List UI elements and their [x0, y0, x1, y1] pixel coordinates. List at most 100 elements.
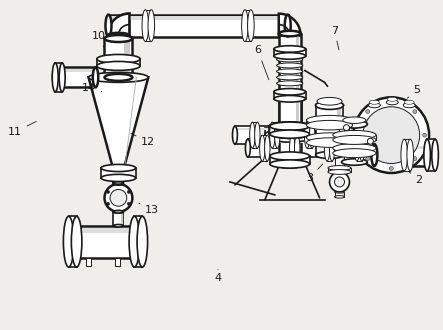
- Ellipse shape: [371, 144, 377, 166]
- Bar: [121, 198, 123, 212]
- Bar: [121, 173, 123, 183]
- Bar: [342, 148, 344, 172]
- Ellipse shape: [334, 171, 345, 173]
- Ellipse shape: [105, 74, 132, 81]
- Circle shape: [366, 110, 370, 114]
- Circle shape: [330, 172, 350, 192]
- Ellipse shape: [333, 135, 376, 145]
- Bar: [334, 148, 345, 172]
- Ellipse shape: [274, 53, 306, 59]
- Ellipse shape: [334, 196, 345, 198]
- Ellipse shape: [137, 216, 148, 267]
- Ellipse shape: [241, 10, 248, 42]
- Polygon shape: [89, 77, 148, 170]
- Ellipse shape: [248, 10, 254, 42]
- Circle shape: [127, 202, 130, 205]
- Bar: [315, 105, 343, 155]
- Bar: [108, 36, 129, 65]
- Bar: [109, 15, 288, 37]
- Bar: [124, 36, 128, 65]
- Circle shape: [367, 138, 373, 144]
- Text: 11: 11: [8, 121, 36, 137]
- Circle shape: [389, 166, 393, 170]
- Ellipse shape: [276, 81, 303, 86]
- Bar: [113, 198, 124, 212]
- Bar: [270, 126, 310, 134]
- Bar: [109, 16, 288, 19]
- Circle shape: [107, 190, 110, 193]
- Ellipse shape: [354, 135, 360, 161]
- Text: 14: 14: [82, 83, 102, 93]
- Text: 12: 12: [131, 133, 155, 147]
- Bar: [342, 122, 347, 148]
- Polygon shape: [279, 14, 301, 36]
- Ellipse shape: [334, 191, 345, 193]
- Text: 3: 3: [306, 164, 323, 183]
- Ellipse shape: [377, 126, 382, 144]
- Ellipse shape: [101, 174, 136, 182]
- Bar: [113, 173, 124, 183]
- Ellipse shape: [276, 75, 303, 80]
- Ellipse shape: [270, 152, 310, 160]
- Ellipse shape: [328, 170, 351, 174]
- Ellipse shape: [274, 95, 306, 102]
- Bar: [101, 168, 136, 178]
- Bar: [55, 63, 62, 92]
- Ellipse shape: [113, 197, 124, 199]
- Bar: [279, 135, 301, 165]
- Circle shape: [413, 157, 417, 161]
- Ellipse shape: [279, 162, 301, 168]
- Text: 7: 7: [331, 25, 339, 50]
- Ellipse shape: [304, 122, 310, 148]
- Ellipse shape: [334, 147, 345, 149]
- Ellipse shape: [290, 135, 295, 161]
- Text: 5: 5: [407, 85, 421, 98]
- Ellipse shape: [53, 67, 58, 87]
- Ellipse shape: [269, 130, 311, 138]
- Ellipse shape: [108, 63, 129, 68]
- Ellipse shape: [250, 122, 255, 148]
- Ellipse shape: [359, 135, 365, 161]
- Ellipse shape: [386, 100, 398, 105]
- Ellipse shape: [113, 182, 124, 184]
- Circle shape: [105, 184, 132, 212]
- Bar: [265, 128, 315, 142]
- Bar: [337, 105, 342, 155]
- Bar: [274, 92, 306, 99]
- Ellipse shape: [404, 100, 414, 104]
- Ellipse shape: [307, 133, 353, 143]
- Circle shape: [363, 107, 420, 163]
- Circle shape: [366, 157, 370, 161]
- Bar: [328, 168, 351, 172]
- Ellipse shape: [407, 139, 413, 171]
- Bar: [333, 148, 376, 153]
- Ellipse shape: [333, 149, 376, 158]
- Bar: [374, 146, 434, 149]
- Bar: [121, 183, 123, 184]
- Ellipse shape: [108, 33, 129, 38]
- Ellipse shape: [279, 132, 301, 138]
- Ellipse shape: [270, 122, 275, 148]
- Ellipse shape: [339, 122, 345, 148]
- Ellipse shape: [275, 122, 280, 148]
- Bar: [292, 135, 297, 161]
- Ellipse shape: [245, 139, 250, 157]
- Bar: [70, 226, 140, 258]
- Ellipse shape: [315, 101, 343, 110]
- Ellipse shape: [279, 92, 301, 98]
- Ellipse shape: [269, 122, 311, 130]
- Text: 2: 2: [406, 170, 423, 185]
- Ellipse shape: [233, 126, 237, 144]
- Ellipse shape: [343, 117, 366, 123]
- Circle shape: [110, 189, 127, 206]
- Bar: [296, 34, 299, 125]
- Ellipse shape: [401, 139, 408, 171]
- Ellipse shape: [342, 121, 367, 127]
- Ellipse shape: [270, 130, 310, 138]
- Ellipse shape: [315, 102, 343, 109]
- Ellipse shape: [89, 72, 148, 82]
- Bar: [327, 135, 332, 161]
- Ellipse shape: [113, 168, 124, 173]
- Text: 13: 13: [139, 203, 159, 215]
- Bar: [274, 49, 306, 56]
